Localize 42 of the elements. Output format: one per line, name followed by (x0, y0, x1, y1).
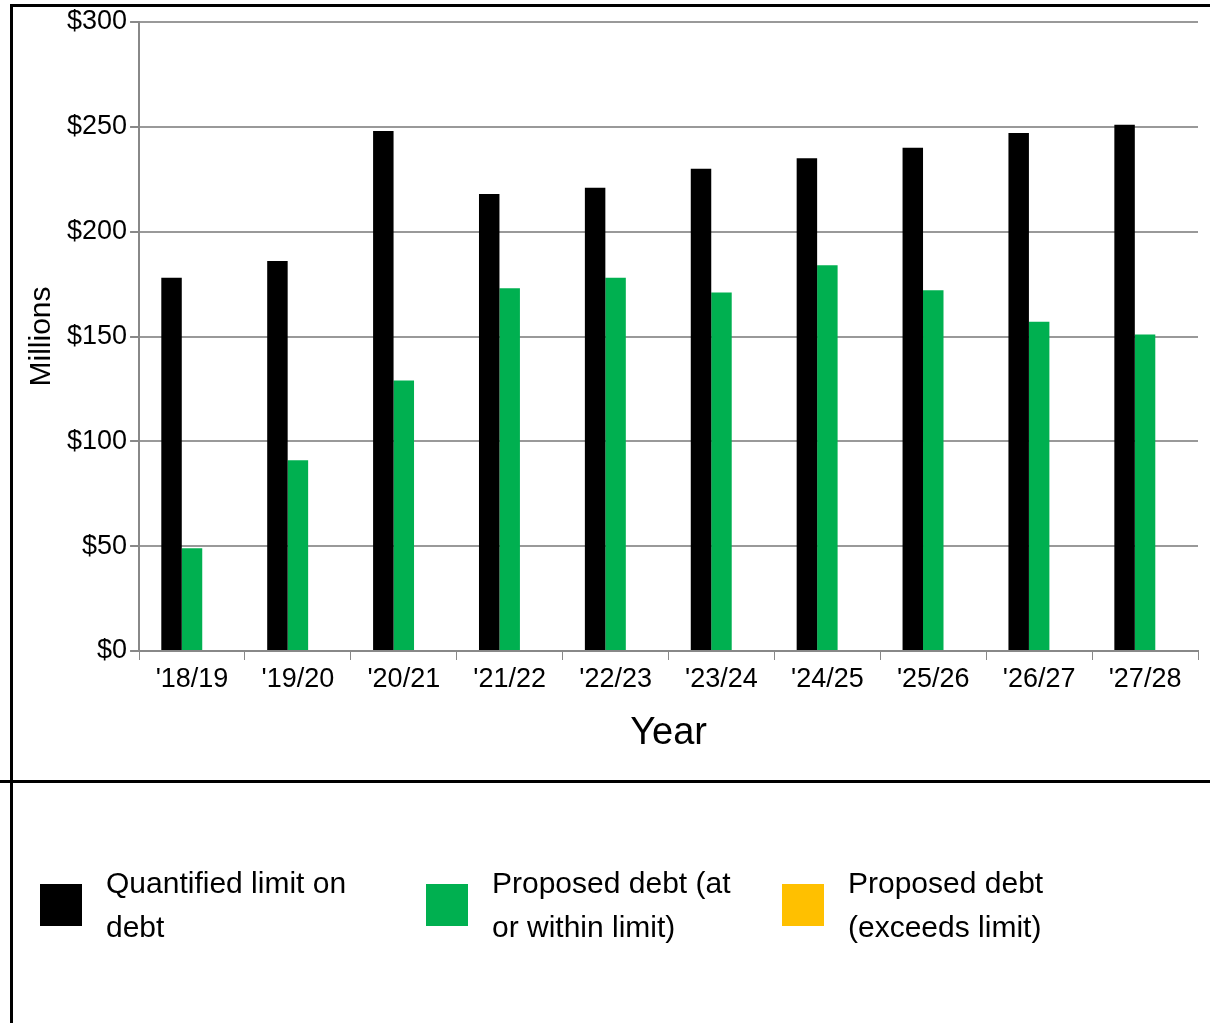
bar (690, 168, 712, 650)
bar (817, 265, 838, 650)
y-tick-label: $250 (66, 110, 128, 141)
x-tick-label: '26/27 (1002, 662, 1076, 693)
bar (923, 290, 944, 650)
x-tick-label: '20/21 (367, 662, 441, 693)
bar (478, 193, 500, 650)
bar (161, 277, 182, 650)
legend-label: Quantified limit on debt (106, 865, 348, 945)
x-tick-label: '23/24 (685, 662, 758, 693)
bar (605, 277, 626, 650)
x-axis-title: Year (630, 709, 708, 752)
x-tick-label: '21/22 (473, 662, 547, 693)
x-tick-label: '19/20 (261, 662, 335, 693)
x-tick-label: '25/26 (896, 662, 970, 693)
y-tick-label: $100 (66, 424, 128, 455)
y-tick-label: $150 (66, 319, 128, 350)
x-tick-label: '18/19 (155, 662, 229, 693)
x-tick-label: '22/23 (579, 662, 652, 693)
x-tick-label: '27/28 (1108, 662, 1182, 693)
bar (1134, 334, 1156, 650)
bar (711, 292, 732, 650)
y-tick-label: $200 (66, 215, 128, 246)
bar (584, 187, 606, 650)
bar (373, 131, 394, 650)
y-tick-label: $50 (82, 529, 128, 560)
legend-label: Proposed debt (exceeds limit) (848, 865, 1045, 945)
y-tick-label: $0 (97, 634, 128, 665)
bar (499, 288, 520, 650)
bar (796, 158, 818, 650)
bar (1028, 321, 1050, 650)
bar (287, 460, 309, 650)
x-tick-label: '24/25 (791, 662, 864, 693)
bar (267, 261, 288, 650)
bar (393, 380, 415, 650)
y-tick-label: $300 (66, 5, 128, 36)
y-axis-title: Millions (23, 286, 57, 387)
bar (1114, 124, 1135, 650)
bar (902, 147, 924, 650)
bar (181, 548, 203, 650)
bar (1008, 133, 1029, 650)
legend-label: Proposed debt (at or within limit) (492, 865, 732, 945)
